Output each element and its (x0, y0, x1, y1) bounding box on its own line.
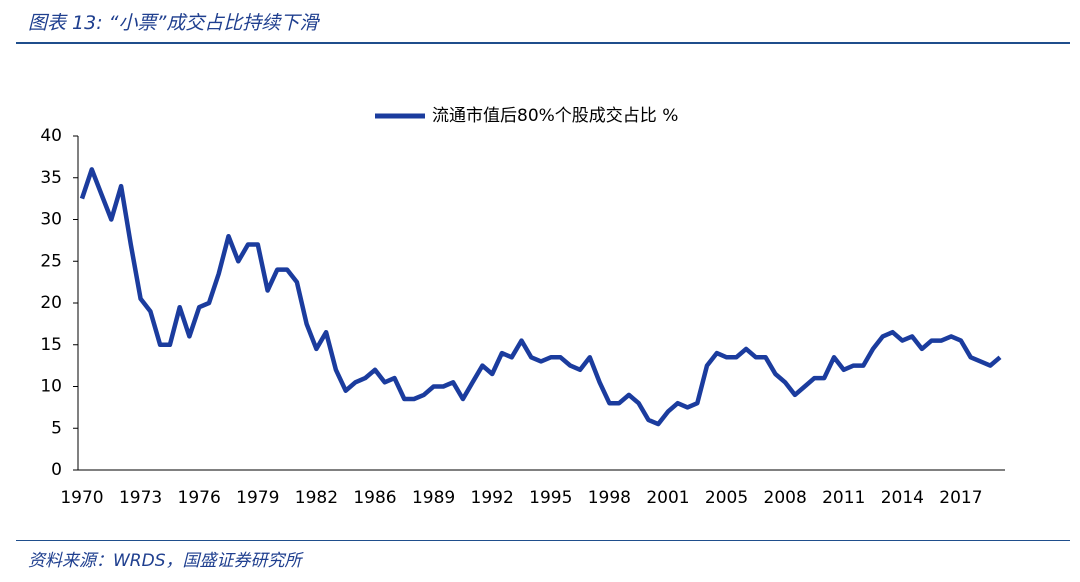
chart: 0 5 10 15 20 25 30 35 40 1970 1973 1976 1979 1982 1986… (40, 106, 1005, 508)
rule (16, 540, 1070, 541)
x-tick-label: 1995 (529, 488, 572, 508)
x-tick-label: 2014 (881, 488, 924, 508)
y-tick-label: 30 (40, 210, 62, 230)
x-tick-label: 2001 (646, 488, 689, 508)
x-tick-label: 2005 (705, 488, 748, 508)
x-tick-label: 1992 (471, 488, 514, 508)
x-tick-label: 1979 (236, 488, 279, 508)
y-tick-label: 35 (40, 168, 62, 188)
y-tick-label: 25 (40, 251, 62, 271)
y-tick-label: 0 (51, 460, 62, 480)
x-tick-label: 1998 (588, 488, 631, 508)
x-tick-label: 2011 (822, 488, 865, 508)
source: 资料来源：WRDS，国盛证券研究所 (28, 551, 302, 571)
series-line (79, 167, 1002, 427)
legend-label: 流通市值后80%个股成交占比 % (432, 106, 678, 126)
title: 图表 13: “小票”成交占比持续下滑 (28, 12, 319, 34)
x-tick-label: 1970 (60, 488, 103, 508)
y-tick-label: 10 (40, 377, 62, 397)
x-tick-label: 2017 (939, 488, 982, 508)
x-tick-label: 2008 (764, 488, 807, 508)
x-tick-label: 1989 (412, 488, 455, 508)
y-tick-label: 5 (51, 418, 62, 438)
x-tick-label: 1982 (295, 488, 338, 508)
y-tick-label: 40 (40, 126, 62, 146)
y-tick-label: 15 (40, 335, 62, 355)
rule (16, 42, 1070, 44)
x-tick-label: 1976 (178, 488, 221, 508)
x-tick-label: 1986 (353, 488, 396, 508)
y-tick-label: 20 (40, 293, 62, 313)
x-tick-label: 1973 (119, 488, 162, 508)
